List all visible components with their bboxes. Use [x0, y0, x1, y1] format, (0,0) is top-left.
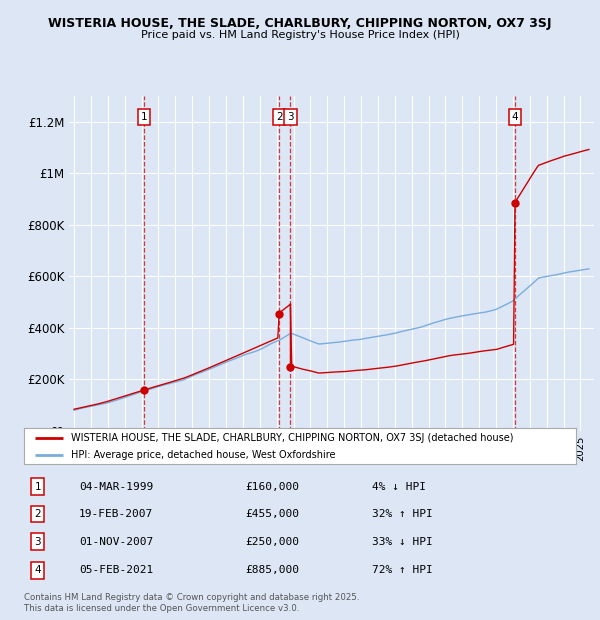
Text: WISTERIA HOUSE, THE SLADE, CHARLBURY, CHIPPING NORTON, OX7 3SJ: WISTERIA HOUSE, THE SLADE, CHARLBURY, CH… [48, 17, 552, 30]
Text: 3: 3 [287, 112, 293, 122]
Text: 1: 1 [140, 112, 147, 122]
Text: 05-FEB-2021: 05-FEB-2021 [79, 565, 154, 575]
Text: 4: 4 [512, 112, 518, 122]
Text: 01-NOV-2007: 01-NOV-2007 [79, 537, 154, 547]
Text: £455,000: £455,000 [245, 509, 299, 519]
Text: 1: 1 [34, 482, 41, 492]
Text: £250,000: £250,000 [245, 537, 299, 547]
Text: £160,000: £160,000 [245, 482, 299, 492]
Text: £885,000: £885,000 [245, 565, 299, 575]
Text: 72% ↑ HPI: 72% ↑ HPI [372, 565, 433, 575]
Text: 4: 4 [34, 565, 41, 575]
Text: 32% ↑ HPI: 32% ↑ HPI [372, 509, 433, 519]
Text: Price paid vs. HM Land Registry's House Price Index (HPI): Price paid vs. HM Land Registry's House … [140, 30, 460, 40]
Text: 33% ↓ HPI: 33% ↓ HPI [372, 537, 433, 547]
Text: 2: 2 [34, 509, 41, 519]
Text: HPI: Average price, detached house, West Oxfordshire: HPI: Average price, detached house, West… [71, 450, 335, 460]
Text: 4% ↓ HPI: 4% ↓ HPI [372, 482, 426, 492]
Text: 04-MAR-1999: 04-MAR-1999 [79, 482, 154, 492]
Text: Contains HM Land Registry data © Crown copyright and database right 2025.
This d: Contains HM Land Registry data © Crown c… [24, 593, 359, 613]
Text: WISTERIA HOUSE, THE SLADE, CHARLBURY, CHIPPING NORTON, OX7 3SJ (detached house): WISTERIA HOUSE, THE SLADE, CHARLBURY, CH… [71, 433, 514, 443]
Text: 19-FEB-2007: 19-FEB-2007 [79, 509, 154, 519]
Text: 3: 3 [34, 537, 41, 547]
Text: 2: 2 [276, 112, 283, 122]
